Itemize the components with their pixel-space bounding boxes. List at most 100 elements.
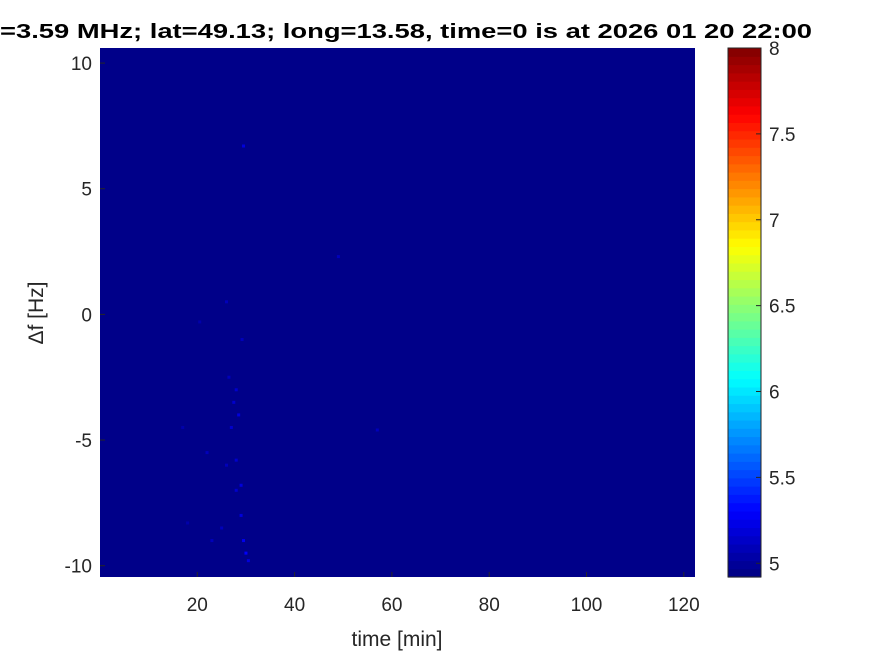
heatmap-cell [234, 488, 238, 492]
heatmap-cell [239, 513, 243, 517]
colorbar-segment [728, 502, 761, 512]
colorbar-segment [728, 246, 761, 256]
colorbar-segment [728, 205, 761, 214]
heatmap-cell [240, 338, 244, 342]
colorbar-segment [728, 295, 761, 305]
colorbar-tick-label: 8 [769, 39, 780, 60]
colorbar-segment [728, 287, 761, 297]
x-tick-label: 60 [381, 595, 402, 616]
colorbar-segment [728, 320, 761, 330]
colorbar-segment [728, 329, 761, 338]
colorbar-segment [728, 130, 761, 140]
y-tick-label: 5 [81, 180, 92, 201]
colorbar-tick-label: 6 [769, 383, 780, 404]
colorbar-tick-label: 6.5 [769, 297, 795, 318]
colorbar-segment [728, 188, 761, 198]
heatmap-cell [242, 144, 246, 148]
colorbar-segment [728, 81, 761, 90]
heatmap-cell [181, 425, 185, 429]
heatmap-cell [186, 521, 190, 525]
colorbar-segment [728, 72, 761, 82]
colorbar-segment [728, 510, 761, 520]
heatmap-cell [244, 551, 248, 555]
colorbar-segment [728, 163, 761, 173]
colorbar-segment [728, 114, 761, 123]
colorbar-segment [728, 469, 761, 479]
colorbar-segment [728, 436, 761, 446]
colorbar-segment [728, 312, 761, 322]
colorbar-segment [728, 138, 761, 148]
colorbar-segment [728, 48, 761, 57]
y-tick-label: -10 [65, 557, 92, 578]
x-tick-label: 80 [479, 595, 500, 616]
heatmap-cell [224, 463, 228, 467]
colorbar: 5 5.5 6 6.5 7 7.5 8 [727, 39, 795, 578]
colorbar-segment [728, 461, 761, 471]
colorbar-segment [728, 419, 761, 429]
colorbar-segment [728, 560, 761, 570]
colorbar-tick-label: 5 [769, 554, 780, 575]
colorbar-frame [727, 47, 762, 578]
colorbar-segment [728, 345, 761, 355]
colorbar-segment [728, 386, 761, 396]
colorbar-segment [728, 254, 761, 264]
heatmap-cell [229, 425, 233, 429]
colorbar-segment [728, 97, 761, 107]
colorbar-segment [728, 362, 761, 371]
colorbar-segment [728, 494, 761, 504]
colorbar-segment [728, 279, 761, 289]
colorbar-segment [728, 122, 761, 132]
colorbar-segment [728, 428, 761, 438]
colorbar-segment [728, 56, 761, 66]
x-tick-label: 100 [571, 595, 603, 616]
colorbar-segment [728, 543, 761, 553]
colorbar-segment [728, 64, 761, 74]
colorbar-tick-label: 7 [769, 211, 780, 232]
y-tick-label: -5 [75, 431, 92, 452]
colorbar-segment [728, 171, 761, 181]
x-tick-label: 120 [668, 595, 700, 616]
heatmap-cell [336, 255, 340, 259]
colorbar-segment [728, 477, 761, 487]
colorbar-tick-label: 7.5 [769, 125, 795, 146]
heatmap-cell [246, 559, 250, 563]
colorbar-segment [728, 196, 761, 206]
colorbar-segment [728, 229, 761, 239]
colorbar-segment [728, 304, 761, 314]
colorbar-segment [728, 403, 761, 413]
heatmap-cell [224, 300, 228, 304]
colorbar-segment [728, 395, 761, 405]
colorbar-segment [728, 370, 761, 380]
colorbar-segment [728, 486, 761, 495]
colorbar-segment [728, 213, 761, 223]
colorbar-segment [728, 238, 761, 247]
colorbar-segment [728, 262, 761, 272]
heatmap-cell [210, 539, 214, 543]
y-axis: -10 -5 0 5 10 [65, 54, 105, 578]
heatmap-cell [237, 413, 241, 417]
colorbar-segment [728, 527, 761, 537]
heatmap-cell [205, 451, 209, 455]
colorbar-segment [728, 271, 761, 281]
colorbar-segment [728, 552, 761, 562]
colorbar-segment [728, 444, 761, 454]
heatmap-cell [232, 400, 236, 404]
colorbar-segment [728, 535, 761, 545]
colorbar-segment [728, 353, 761, 363]
colorbar-segment [728, 453, 761, 462]
x-tick-label: 20 [187, 595, 208, 616]
colorbar-segment [728, 519, 761, 529]
y-axis-label: Δf [Hz] [25, 281, 48, 344]
heatmap-cell [375, 428, 379, 432]
x-axis-label: time [min] [351, 628, 442, 651]
x-tick-label: 40 [284, 595, 305, 616]
heatmap-background [100, 48, 695, 577]
y-tick-label: 0 [81, 305, 92, 326]
y-tick-label: 10 [71, 54, 92, 75]
heatmap-cell [234, 458, 238, 462]
heatmap-cell [239, 483, 243, 487]
heatmap-cell [198, 320, 202, 324]
chart-title: =3.59 MHz; lat=49.13; long=13.58, time=0… [0, 21, 812, 43]
colorbar-segment [728, 180, 761, 190]
